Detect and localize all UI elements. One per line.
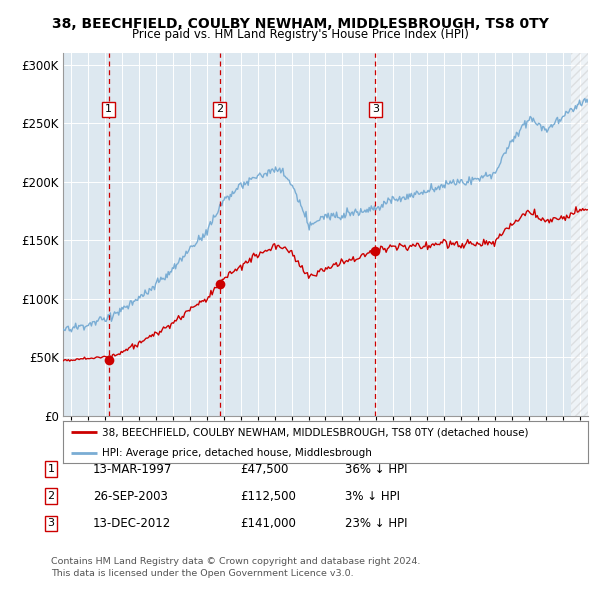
Text: 26-SEP-2003: 26-SEP-2003: [93, 490, 168, 503]
Text: 13-MAR-1997: 13-MAR-1997: [93, 463, 172, 476]
Text: 2: 2: [216, 104, 223, 114]
Text: 38, BEECHFIELD, COULBY NEWHAM, MIDDLESBROUGH, TS8 0TY (detached house): 38, BEECHFIELD, COULBY NEWHAM, MIDDLESBR…: [103, 427, 529, 437]
Text: 38, BEECHFIELD, COULBY NEWHAM, MIDDLESBROUGH, TS8 0TY: 38, BEECHFIELD, COULBY NEWHAM, MIDDLESBR…: [52, 17, 548, 31]
Text: HPI: Average price, detached house, Middlesbrough: HPI: Average price, detached house, Midd…: [103, 448, 372, 457]
Text: 36% ↓ HPI: 36% ↓ HPI: [345, 463, 407, 476]
Text: This data is licensed under the Open Government Licence v3.0.: This data is licensed under the Open Gov…: [51, 569, 353, 578]
Text: 23% ↓ HPI: 23% ↓ HPI: [345, 517, 407, 530]
Text: 3: 3: [47, 519, 55, 528]
Text: 3: 3: [372, 104, 379, 114]
Text: 1: 1: [47, 464, 55, 474]
Text: £141,000: £141,000: [240, 517, 296, 530]
Text: Price paid vs. HM Land Registry's House Price Index (HPI): Price paid vs. HM Land Registry's House …: [131, 28, 469, 41]
Text: £112,500: £112,500: [240, 490, 296, 503]
Text: 3% ↓ HPI: 3% ↓ HPI: [345, 490, 400, 503]
Text: 1: 1: [105, 104, 112, 114]
Text: 2: 2: [47, 491, 55, 501]
Text: £47,500: £47,500: [240, 463, 289, 476]
Text: Contains HM Land Registry data © Crown copyright and database right 2024.: Contains HM Land Registry data © Crown c…: [51, 557, 421, 566]
Text: 13-DEC-2012: 13-DEC-2012: [93, 517, 171, 530]
